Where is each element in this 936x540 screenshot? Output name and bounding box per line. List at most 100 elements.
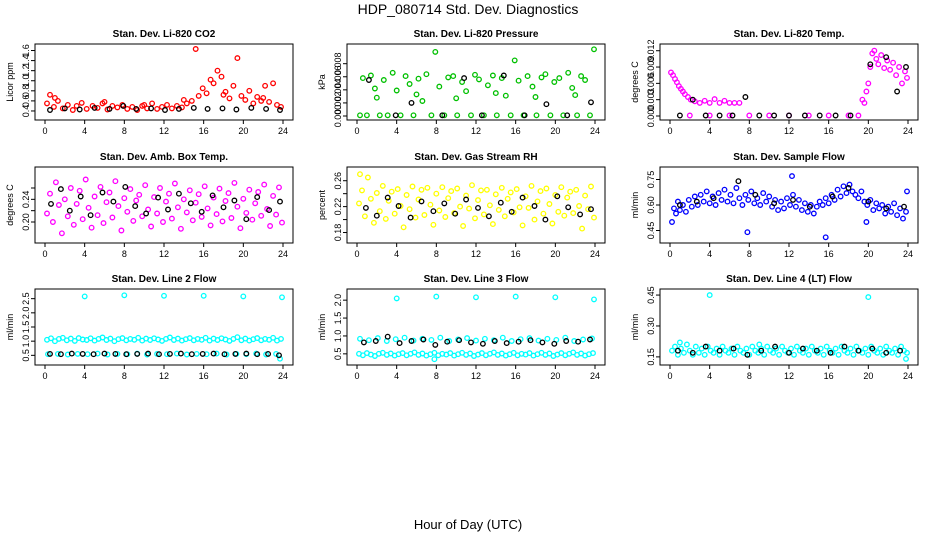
chart-panel-4: Stan. Dev. Amb. Box Temp. 0 4 8 12 16 20 24 0.20… [5,152,294,259]
y-tick-label: 1.4 [21,54,31,67]
data-point [198,213,205,220]
data-point [526,350,533,357]
data-point [364,174,371,181]
data-point [703,188,710,195]
y-tick-label: 0.006 [333,66,343,89]
data-point [475,204,481,211]
y-tick-label: 2.0 [333,294,343,307]
data-point [408,99,415,106]
data-point [382,215,389,222]
data-point [388,188,395,195]
data-point [585,206,592,213]
data-point [816,198,823,205]
data-point [510,349,517,356]
data-point [792,203,799,210]
data-point [582,192,589,199]
x-tick-label: 8 [434,126,439,136]
chart-panel-2: Stan. Dev. Li-820 Pressure 0 4 8 12 16 20 24 0.0… [317,29,606,136]
data-point [483,186,490,193]
y-tick-label: 0.60 [646,196,656,214]
data-point [512,293,519,300]
data-point [547,112,554,119]
data-point [234,334,241,341]
data-point [499,334,506,341]
data-point [47,350,53,357]
data-point [837,193,844,200]
data-point [701,97,708,104]
data-point [478,187,484,194]
data-point [267,223,274,229]
data-point [790,196,796,203]
data-point [433,190,440,197]
data-point [726,112,733,119]
data-point [519,222,526,229]
data-point [412,214,419,221]
data-point [461,75,468,82]
data-point [384,194,391,201]
y-tick-label: 1.6 [21,44,31,57]
data-point [696,99,703,106]
data-point [410,112,417,119]
data-point [373,94,380,101]
data-point [254,194,261,201]
data-point [52,179,59,186]
chart-title: Stan. Dev. Li-820 Pressure [414,29,539,40]
data-point [419,98,426,104]
data-point [899,80,905,87]
data-point [91,193,98,200]
y-tick-label: 0.26 [333,172,343,190]
data-point [533,112,540,119]
data-point [94,104,101,111]
data-point [69,107,76,113]
series-colored [357,46,597,119]
data-point [891,200,898,207]
data-point [407,214,414,221]
x-tick-label: 0 [42,126,47,136]
data-point [543,185,550,192]
data-point [68,350,75,357]
data-point [676,339,683,346]
data-point [360,339,367,346]
data-point [495,206,502,213]
data-point [468,112,474,119]
data-point [749,343,756,350]
data-point [531,203,538,209]
data-point [531,216,538,223]
data-point [276,352,282,359]
data-point [695,349,702,356]
y-tick-label: 0.004 [333,79,343,102]
data-point [855,112,862,119]
data-point [555,208,562,215]
data-point [61,196,68,203]
data-point [551,79,558,85]
data-point [903,355,909,362]
data-point [431,356,438,363]
data-point [99,334,106,341]
x-tick-label: 4 [394,371,399,381]
data-point [744,229,751,236]
data-point [47,107,53,113]
data-point [210,80,217,87]
data-point [840,183,847,190]
data-point [706,99,713,106]
data-point [676,202,683,208]
data-point [507,112,514,119]
x-axis-caption: Hour of Day (UTC) [413,517,523,532]
data-point [171,180,178,187]
data-point [715,190,722,197]
data-point [195,191,202,198]
data-point [542,216,549,223]
data-point [823,343,830,350]
data-point [428,336,435,343]
x-tick-label: 20 [863,126,873,136]
data-point [473,337,479,344]
y-axis-label: ml/min [317,314,327,341]
data-point [444,338,451,345]
data-point [101,350,108,357]
data-point [692,343,699,350]
data-point [199,350,206,357]
data-point [543,101,550,108]
x-tick-label: 0 [667,249,672,259]
data-point [420,336,427,343]
data-point [392,336,399,343]
